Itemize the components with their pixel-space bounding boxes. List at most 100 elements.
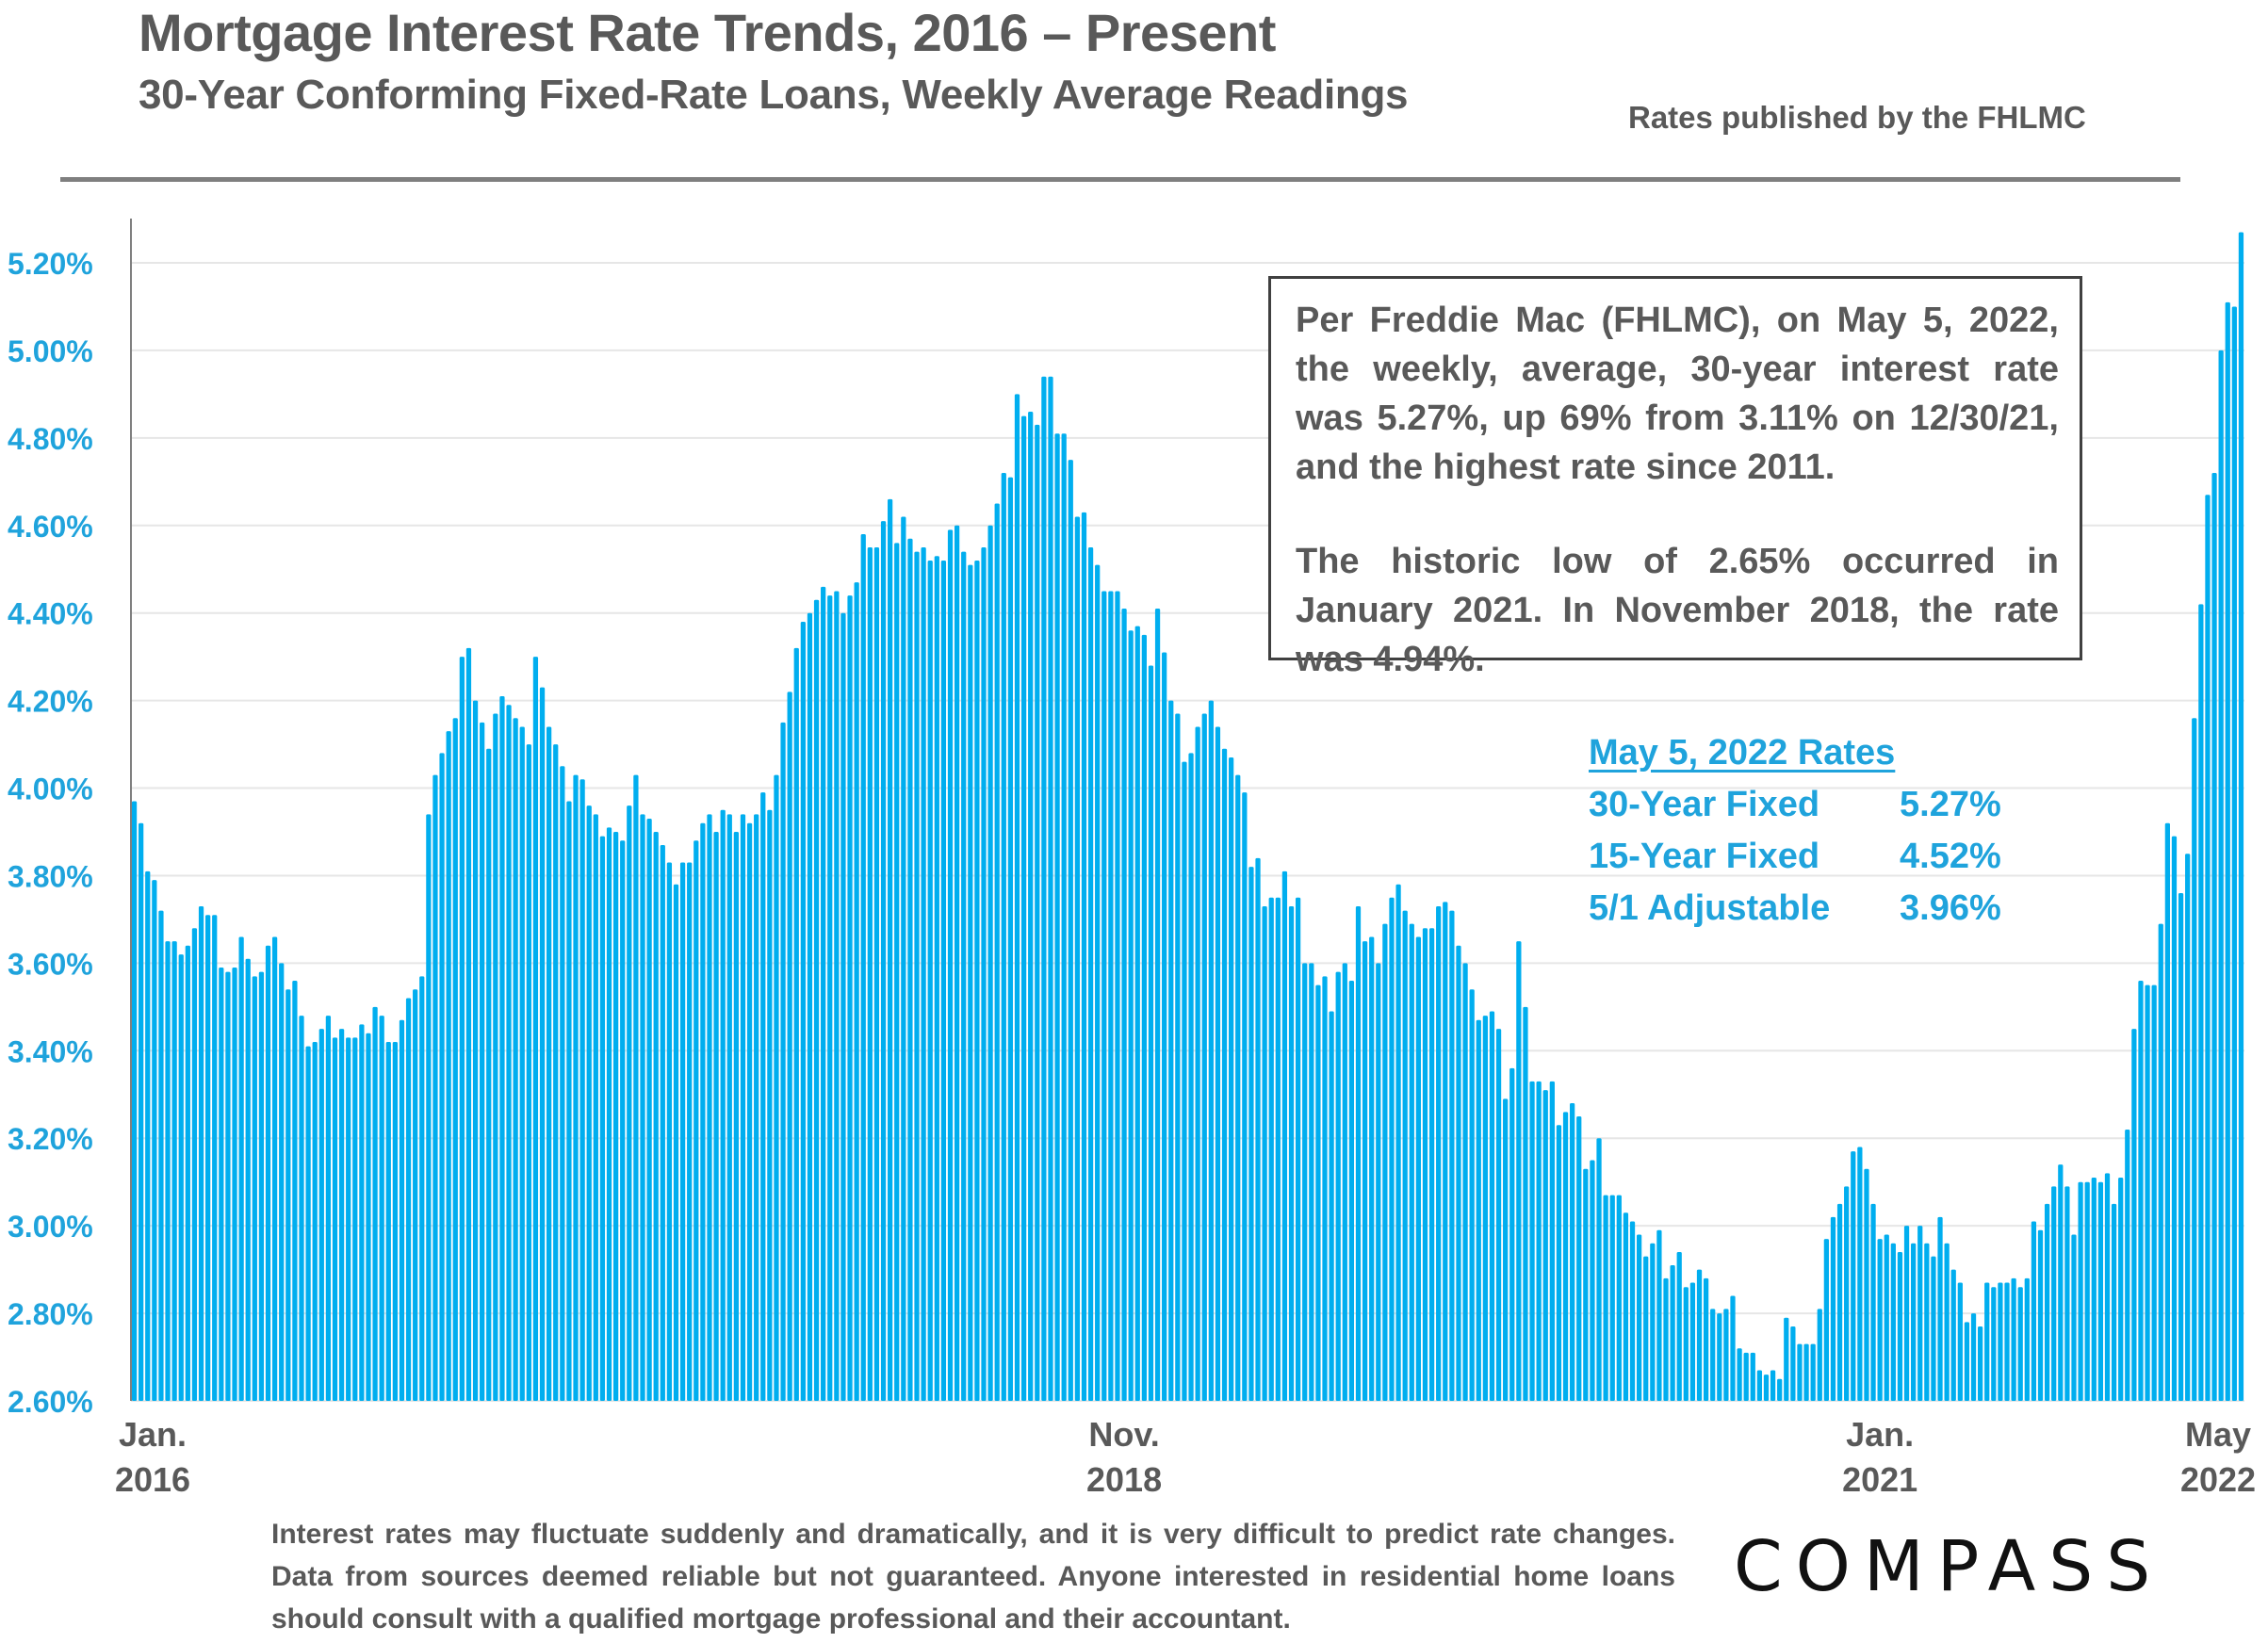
bar — [1689, 1282, 1696, 1401]
bar — [1750, 1352, 1755, 1401]
bar — [279, 963, 285, 1401]
bar — [385, 1042, 391, 1401]
bar — [312, 1042, 318, 1401]
bar — [539, 687, 546, 1401]
rate-row-30yr: 30-Year Fixed 5.27% — [1589, 779, 2001, 831]
bar — [265, 945, 271, 1401]
bar — [225, 971, 231, 1401]
bar — [271, 936, 278, 1401]
bar — [774, 774, 779, 1401]
bar — [1229, 757, 1234, 1401]
bar — [679, 862, 686, 1401]
bar — [198, 905, 204, 1401]
bar — [1188, 753, 1194, 1401]
bar — [513, 718, 518, 1401]
bar — [1288, 905, 1295, 1401]
bar — [212, 915, 218, 1401]
bar — [1028, 411, 1034, 1401]
bar — [1201, 713, 1207, 1401]
bar — [439, 753, 445, 1401]
y-tick-label: 4.00% — [8, 773, 93, 806]
rates-heading: May 5, 2022 Rates — [1589, 733, 1896, 773]
bar — [1950, 1269, 1956, 1401]
bar — [2104, 1173, 2111, 1401]
bar — [1215, 726, 1221, 1401]
bar — [760, 792, 766, 1401]
bar — [1295, 897, 1301, 1401]
bar — [405, 998, 412, 1401]
bar — [579, 779, 585, 1401]
bar — [880, 521, 887, 1401]
bar — [486, 748, 492, 1401]
bar — [720, 809, 726, 1401]
bar — [366, 1033, 371, 1401]
bar — [2064, 1186, 2070, 1401]
bar — [1903, 1226, 1910, 1401]
bar — [2205, 495, 2211, 1401]
y-tick-label: 5.00% — [8, 334, 93, 368]
bar — [627, 805, 632, 1401]
bar — [372, 1006, 378, 1401]
bar — [238, 936, 244, 1401]
bar — [1542, 1090, 1548, 1401]
bar — [432, 774, 438, 1401]
bar — [171, 941, 177, 1401]
bar — [1014, 394, 1020, 1401]
bar — [2198, 604, 2204, 1401]
bar — [873, 547, 880, 1401]
bar — [2238, 232, 2244, 1401]
bar — [660, 844, 665, 1401]
y-tick-label: 4.80% — [8, 422, 93, 456]
bars — [131, 232, 2244, 1402]
bar — [1970, 1313, 1977, 1401]
bar — [726, 814, 732, 1401]
bar — [1348, 980, 1355, 1401]
bar — [1623, 1212, 1629, 1401]
bar — [2097, 1181, 2104, 1401]
bar — [1141, 634, 1147, 1401]
bar — [332, 1037, 338, 1401]
bar — [2111, 1203, 2117, 1401]
bar — [2125, 1129, 2130, 1401]
disclaimer: Interest rates may fluctuate suddenly an… — [271, 1519, 1675, 1635]
bar — [940, 560, 947, 1401]
bar — [1810, 1343, 1816, 1401]
annotation-paragraph-2: The historic low of 2.65% occurred in Ja… — [1296, 542, 2059, 679]
bar — [1208, 700, 1214, 1401]
bar — [1035, 424, 1040, 1401]
bar — [1924, 1243, 1930, 1401]
bar — [1536, 1081, 1542, 1401]
y-tick-label: 3.60% — [8, 947, 93, 981]
bar — [653, 832, 659, 1401]
bar — [258, 971, 265, 1401]
bar — [867, 547, 873, 1401]
bar — [1342, 963, 1347, 1401]
bar — [1570, 1103, 1575, 1401]
bar — [1596, 1138, 1602, 1401]
bar — [599, 836, 606, 1401]
bar — [1590, 1160, 1595, 1401]
bar — [620, 840, 626, 1401]
bar — [1242, 792, 1248, 1401]
bar — [325, 1016, 332, 1401]
bar — [1703, 1277, 1709, 1401]
rate-value: 3.96% — [1900, 888, 2001, 928]
bar — [1851, 1151, 1856, 1401]
bar — [1857, 1147, 1863, 1401]
bar — [2004, 1282, 2010, 1401]
bar — [560, 766, 565, 1401]
bar — [1355, 905, 1362, 1401]
y-tick-label: 3.80% — [8, 859, 93, 893]
bar — [1663, 1277, 1669, 1401]
source-note: Rates published by the FHLMC — [1628, 100, 2086, 135]
bar — [1329, 1011, 1334, 1401]
bar — [780, 722, 786, 1401]
bar — [1583, 1168, 1589, 1401]
bar — [640, 814, 645, 1401]
bar — [1275, 897, 1281, 1401]
bar — [1616, 1195, 1622, 1401]
bar — [1844, 1186, 1850, 1401]
bar — [1836, 1203, 1843, 1401]
bar — [252, 976, 257, 1401]
bar — [2225, 301, 2230, 1401]
